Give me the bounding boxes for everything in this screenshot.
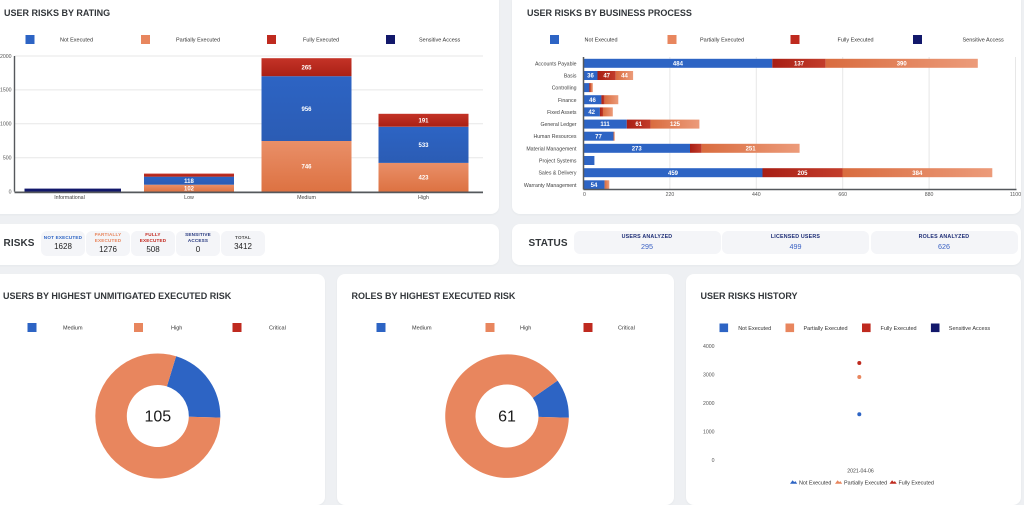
- svg-text:44: 44: [621, 74, 628, 80]
- svg-text:102: 102: [184, 186, 195, 192]
- svg-text:36: 36: [587, 74, 594, 80]
- svg-text:Fixed Assets: Fixed Assets: [547, 110, 577, 116]
- svg-text:Medium: Medium: [412, 326, 432, 332]
- svg-text:Basis: Basis: [563, 74, 576, 80]
- svg-text:Sensitive Access: Sensitive Access: [962, 38, 1004, 44]
- svg-text:265: 265: [301, 66, 312, 72]
- svg-text:Informational: Informational: [54, 195, 85, 201]
- svg-text:2000: 2000: [702, 401, 714, 407]
- svg-text:Critical: Critical: [618, 326, 635, 332]
- svg-text:2021-04-06: 2021-04-06: [847, 468, 874, 474]
- svg-text:61: 61: [498, 409, 516, 426]
- svg-text:Project Systems: Project Systems: [539, 159, 577, 165]
- svg-text:Partially Executed: Partially Executed: [700, 38, 744, 44]
- svg-text:500: 500: [3, 156, 12, 162]
- svg-text:384: 384: [912, 171, 923, 177]
- svg-text:Fully Executed: Fully Executed: [837, 38, 873, 44]
- svg-text:Critical: Critical: [269, 326, 286, 332]
- svg-text:423: 423: [418, 176, 429, 182]
- svg-text:Not Executed: Not Executed: [584, 38, 617, 44]
- svg-text:Not Executed: Not Executed: [799, 480, 831, 486]
- svg-text:390: 390: [896, 62, 907, 68]
- svg-text:Partially Executed: Partially Executed: [803, 326, 847, 332]
- svg-text:4000: 4000: [702, 344, 714, 350]
- svg-text:Low: Low: [184, 195, 194, 201]
- svg-text:General Ledger: General Ledger: [540, 122, 576, 128]
- svg-text:125: 125: [669, 122, 680, 128]
- svg-text:3000: 3000: [702, 373, 714, 379]
- svg-text:Fully Executed: Fully Executed: [880, 326, 916, 332]
- svg-text:0: 0: [711, 458, 714, 464]
- svg-text:459: 459: [667, 171, 678, 177]
- svg-text:Finance: Finance: [558, 98, 577, 104]
- svg-text:880: 880: [924, 192, 933, 198]
- svg-text:42: 42: [588, 110, 595, 116]
- svg-text:220: 220: [665, 192, 674, 198]
- svg-text:273: 273: [631, 147, 642, 153]
- svg-text:1000: 1000: [702, 430, 714, 436]
- svg-text:1100: 1100: [1009, 192, 1020, 198]
- svg-text:Sales & Delivery: Sales & Delivery: [538, 171, 576, 177]
- svg-text:660: 660: [838, 192, 847, 198]
- svg-text:484: 484: [672, 62, 683, 68]
- svg-text:Partially Executed: Partially Executed: [176, 38, 220, 44]
- svg-text:47: 47: [603, 74, 610, 80]
- svg-text:2000: 2000: [0, 54, 12, 60]
- svg-text:Warranty Management: Warranty Management: [523, 183, 576, 189]
- svg-text:Human Resources: Human Resources: [533, 134, 576, 140]
- svg-text:1000: 1000: [0, 122, 12, 128]
- svg-text:205: 205: [797, 171, 808, 177]
- svg-text:High: High: [520, 326, 531, 332]
- svg-text:61: 61: [635, 122, 642, 128]
- svg-text:118: 118: [184, 179, 194, 185]
- svg-text:137: 137: [793, 62, 804, 68]
- svg-text:105: 105: [144, 409, 171, 426]
- svg-text:746: 746: [301, 165, 312, 171]
- svg-text:251: 251: [745, 147, 756, 153]
- svg-text:High: High: [171, 326, 182, 332]
- svg-text:High: High: [418, 195, 429, 201]
- svg-text:Not Executed: Not Executed: [60, 38, 93, 44]
- svg-text:111: 111: [600, 122, 610, 128]
- svg-text:1500: 1500: [0, 88, 12, 94]
- svg-text:46: 46: [589, 98, 596, 104]
- svg-text:77: 77: [595, 134, 602, 140]
- svg-text:Medium: Medium: [297, 195, 316, 201]
- svg-text:0: 0: [9, 189, 12, 195]
- svg-text:Sensitive Access: Sensitive Access: [419, 38, 461, 44]
- svg-text:440: 440: [751, 192, 760, 198]
- svg-text:Not Executed: Not Executed: [738, 326, 771, 332]
- svg-text:Partially Executed: Partially Executed: [844, 480, 887, 486]
- svg-text:Fully Executed: Fully Executed: [303, 38, 339, 44]
- svg-text:Fully Executed: Fully Executed: [898, 480, 933, 486]
- svg-text:956: 956: [301, 107, 312, 113]
- svg-text:54: 54: [590, 183, 597, 189]
- svg-text:191: 191: [418, 119, 429, 125]
- svg-text:Controlling: Controlling: [551, 86, 576, 92]
- svg-text:Sensitive Access: Sensitive Access: [948, 326, 990, 332]
- svg-text:533: 533: [418, 143, 429, 149]
- svg-text:Medium: Medium: [63, 326, 83, 332]
- svg-text:0: 0: [583, 192, 586, 198]
- svg-text:Material Management: Material Management: [526, 146, 577, 152]
- svg-text:Accounts Payable: Accounts Payable: [534, 61, 576, 67]
